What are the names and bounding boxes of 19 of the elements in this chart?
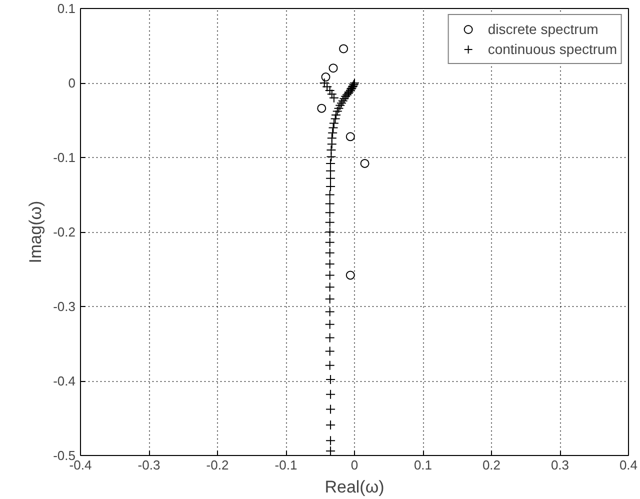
x-tick-label: 0.4 [619, 458, 638, 472]
x-tick-label: 0 [350, 458, 358, 472]
y-tick-label: -0.5 [53, 448, 76, 463]
x-tick-label: 0.3 [550, 458, 570, 472]
y-axis-title: Imag(ω) [26, 200, 46, 264]
y-tick-label: -0.2 [53, 224, 76, 240]
y-tick-label: 0.1 [57, 1, 76, 16]
x-tick-label: -0.1 [274, 458, 298, 472]
x-tick-label: 0.2 [482, 458, 501, 472]
x-tick-label: 0.1 [414, 458, 432, 472]
y-tick-label: -0.1 [53, 150, 76, 165]
x-tick-label: -0.2 [206, 458, 229, 472]
x-axis-title: Real(ω) [324, 478, 384, 496]
x-tick-label: -0.3 [138, 458, 160, 472]
y-tick-label: 0 [68, 76, 76, 90]
y-tick-label: -0.3 [53, 299, 76, 314]
y-tick-label: -0.4 [53, 374, 76, 388]
legend-label: continuous spectrum [488, 41, 617, 57]
legend-label: discrete spectrum [488, 21, 598, 37]
